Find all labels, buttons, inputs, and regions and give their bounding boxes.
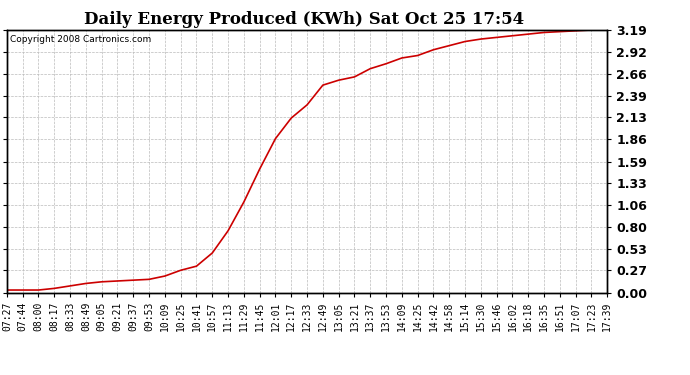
Text: Copyright 2008 Cartronics.com: Copyright 2008 Cartronics.com [10,35,151,44]
Text: Daily Energy Produced (KWh) Sat Oct 25 17:54: Daily Energy Produced (KWh) Sat Oct 25 1… [83,11,524,28]
